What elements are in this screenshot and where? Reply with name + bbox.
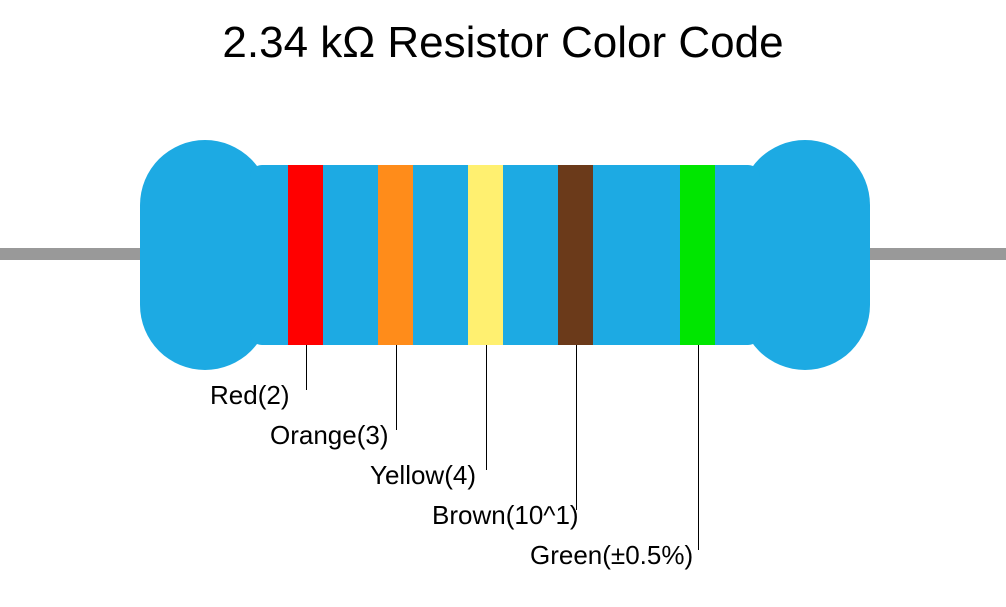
lead-left <box>0 248 160 260</box>
band-digit1 <box>288 165 323 345</box>
callout-label-digit3: Yellow(4) <box>370 460 476 491</box>
band-multiplier <box>558 165 593 345</box>
resistor-diagram: Red(2) Orange(3) Yellow(4) Brown(10^1) Green… <box>0 100 1006 600</box>
band-digit2 <box>378 165 413 345</box>
callout-line-tolerance <box>698 345 699 550</box>
callout-label-digit2: Orange(3) <box>270 420 389 451</box>
lead-right <box>846 248 1006 260</box>
callout-label-tolerance: Green(±0.5%) <box>530 540 693 571</box>
callout-line-digit1 <box>306 345 307 390</box>
callout-label-digit1: Red(2) <box>210 380 289 411</box>
band-digit3 <box>468 165 503 345</box>
callout-label-multiplier: Brown(10^1) <box>432 500 579 531</box>
callout-line-multiplier <box>576 345 577 510</box>
diagram-title: 2.34 kΩ Resistor Color Code <box>0 18 1006 68</box>
band-tolerance <box>680 165 715 345</box>
callout-line-digit3 <box>486 345 487 470</box>
callout-line-digit2 <box>396 345 397 430</box>
